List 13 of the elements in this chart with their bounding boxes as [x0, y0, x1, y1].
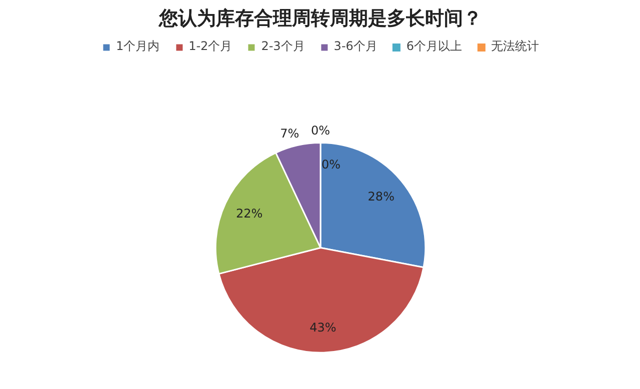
- data-label: 43%: [310, 320, 336, 335]
- chart-title: 您认为库存合理周转周期是多长时间？: [158, 8, 482, 30]
- legend-label: 2-3个月: [261, 38, 305, 55]
- legend-label: 6个月以上: [406, 38, 462, 55]
- data-label: 7%: [280, 126, 300, 140]
- data-label: 28%: [368, 190, 394, 204]
- legend-label: 1个月内: [116, 38, 160, 55]
- legend-label: 3-6个月: [334, 38, 378, 55]
- data-label: 22%: [236, 206, 263, 221]
- legend-label: 无法统计: [491, 38, 540, 55]
- text: 0%: [321, 158, 341, 172]
- legend-label: 1-2个月: [188, 38, 232, 55]
- text: 0%: [310, 123, 330, 138]
